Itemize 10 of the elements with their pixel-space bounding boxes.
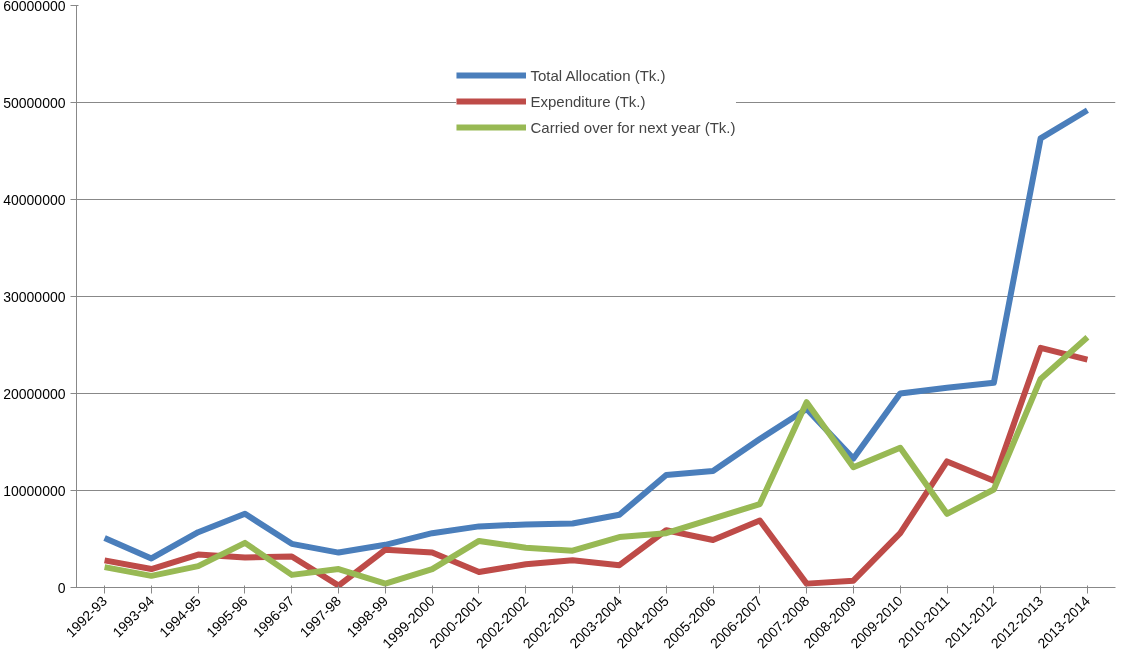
legend-label: Expenditure (Tk.)	[530, 92, 646, 110]
y-tick-label: 10000000	[3, 482, 66, 499]
y-tick-label: 40000000	[3, 191, 66, 208]
legend-label: Total Allocation (Tk.)	[530, 66, 666, 84]
y-tick-label: 30000000	[3, 288, 66, 305]
y-tick-label: 60000000	[3, 0, 66, 14]
y-tick-label: 20000000	[3, 385, 66, 402]
y-tick-label: 50000000	[3, 94, 66, 111]
legend-label: Carried over for next year (Tk.)	[530, 118, 736, 136]
y-tick-label: 0	[57, 579, 66, 596]
